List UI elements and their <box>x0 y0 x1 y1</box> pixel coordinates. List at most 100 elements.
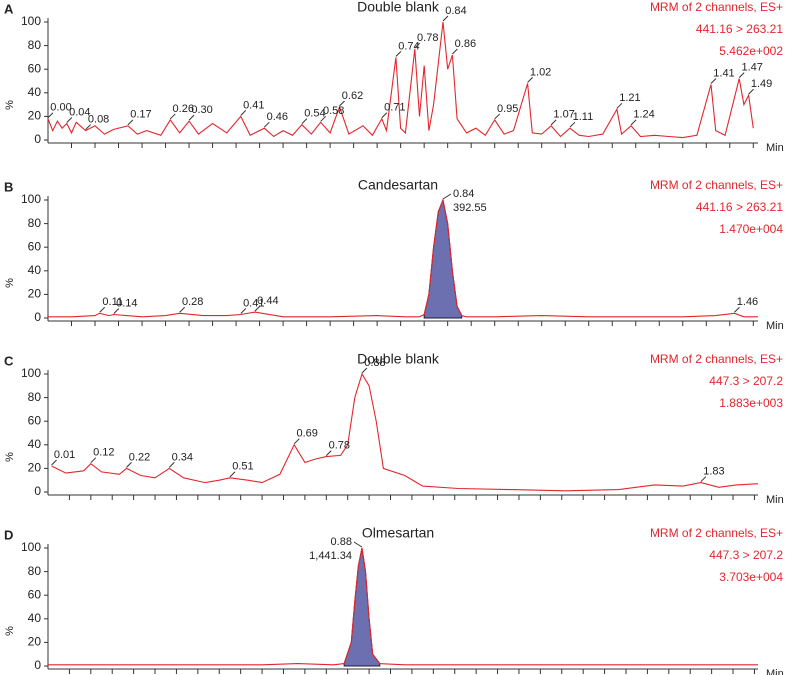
annotation-label: 0.69 <box>296 428 317 440</box>
info-line: 447.3 > 207.2 <box>709 374 783 388</box>
panel-letter: C <box>4 353 14 368</box>
annotation-label: 0.44 <box>257 295 278 307</box>
annotation-label: 0.88 <box>364 357 385 369</box>
annotation-leader <box>550 119 557 126</box>
annotation-leader <box>229 471 236 478</box>
y-tick-label: 0 <box>34 658 41 672</box>
y-tick-label: 100 <box>21 192 41 206</box>
x-axis-label: Min <box>766 494 784 506</box>
y-tick-label: 80 <box>28 390 42 404</box>
annotation-label: 0.58 <box>323 105 344 117</box>
panel-title: Candesartan <box>358 177 438 193</box>
annotation-leader <box>494 113 501 120</box>
annotation-leader <box>734 306 740 313</box>
annotation-label: 0.01 <box>54 449 75 461</box>
annotation-label: 0.30 <box>191 104 212 116</box>
trace <box>47 21 754 139</box>
y-tick-label: 60 <box>28 61 42 75</box>
y-tick-label: 60 <box>28 413 42 427</box>
y-axis-label: % <box>4 626 16 636</box>
annotation-label: 0.34 <box>172 451 193 463</box>
info-line: 3.703e+004 <box>719 570 783 584</box>
panel-letter: A <box>4 1 14 16</box>
annotation-label: 0.78 <box>329 440 350 452</box>
x-axis-label: Min <box>766 668 784 675</box>
annotation-label: 0.26 <box>173 103 194 115</box>
annotation-leader <box>452 48 458 55</box>
y-tick-label: 20 <box>28 287 42 301</box>
annotation-leader <box>113 308 120 314</box>
annotation-leader <box>90 457 97 464</box>
y-tick-label: 40 <box>28 85 42 99</box>
annotation-label: 1.47 <box>741 62 762 74</box>
annotation-label: 1.41 <box>713 67 734 79</box>
annotation-leader <box>700 476 707 482</box>
annotation-leader <box>710 78 717 84</box>
annotation-leader <box>325 450 332 456</box>
annotation-leader <box>320 115 327 122</box>
annotation-label: 0.95 <box>497 103 518 115</box>
annotation-label: 1.49 <box>751 78 772 90</box>
annotation-label: 0.74 <box>398 40 419 52</box>
annotation-label: 0.71 <box>384 102 405 114</box>
annotation-leader <box>569 121 576 128</box>
annotation-label: 0.88 <box>331 536 352 548</box>
annotation-label: 1.02 <box>530 66 551 78</box>
y-tick-label: 40 <box>28 437 42 451</box>
y-axis-label: % <box>4 100 16 110</box>
annotation-label: 0.12 <box>93 447 114 459</box>
annotation-leader <box>361 367 368 374</box>
annotation-leader <box>66 117 73 123</box>
annotation-leader <box>127 119 134 126</box>
annotation-leader <box>442 193 452 200</box>
annotation-label: 1.07 <box>553 109 574 121</box>
panel-letter: D <box>4 527 13 542</box>
annotation-label: 0.84 <box>453 188 474 200</box>
annotation-label: 0.46 <box>267 111 288 123</box>
annotation-leader <box>126 462 132 468</box>
annotation-label: 1.46 <box>737 296 758 308</box>
trace <box>48 547 758 666</box>
annotation-label: 0.62 <box>342 90 363 102</box>
annotation-label: 1.21 <box>619 92 640 104</box>
annotation-leader <box>179 306 186 313</box>
annotation-leader <box>339 100 345 107</box>
annotation-leader <box>263 121 270 128</box>
info-line: MRM of 2 channels, ES+ <box>650 178 783 192</box>
annotation-leader <box>188 114 195 121</box>
y-tick-label: 60 <box>28 239 42 253</box>
annotation-label: 1.83 <box>703 465 724 477</box>
y-tick-label: 40 <box>28 263 42 277</box>
y-tick-label: 100 <box>21 366 41 380</box>
info-line: 1.470e+004 <box>719 222 783 236</box>
y-tick-label: 80 <box>28 38 42 52</box>
annotation-leader <box>527 77 533 83</box>
annotation-label: 0.78 <box>417 32 438 44</box>
annotation-label: 0.22 <box>129 451 150 463</box>
trace <box>51 372 759 492</box>
annotation-leader <box>616 102 623 109</box>
annotation-leader <box>169 113 176 120</box>
x-axis-label: Min <box>766 320 784 332</box>
annotation-leader <box>301 118 308 125</box>
annotation-leader <box>381 112 388 119</box>
y-tick-label: 60 <box>28 587 42 601</box>
panel-letter: B <box>4 179 13 194</box>
annotation-label: 0.00 <box>50 102 71 114</box>
annotation-leader <box>240 110 247 116</box>
info-line: 441.16 > 263.21 <box>696 22 783 36</box>
y-axis-label: % <box>4 452 16 462</box>
annotation-leader <box>240 308 247 314</box>
y-tick-label: 0 <box>34 132 41 146</box>
info-line: MRM of 2 channels, ES+ <box>650 0 783 14</box>
annotation-label: 0.41 <box>243 99 264 111</box>
annotation-leader <box>738 72 745 78</box>
y-tick-label: 80 <box>28 564 42 578</box>
annotation-area: 1,441.34 <box>309 550 352 562</box>
annotation-label: 0.11 <box>102 296 123 308</box>
y-tick-label: 80 <box>28 216 42 230</box>
info-line: 5.462e+002 <box>719 44 783 58</box>
y-tick-label: 20 <box>28 109 42 123</box>
annotation-label: 0.04 <box>69 106 90 118</box>
